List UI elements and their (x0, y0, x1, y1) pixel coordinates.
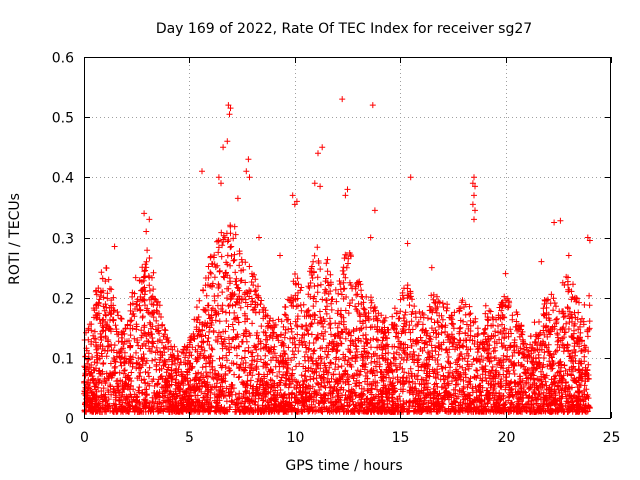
axis-ticks: 0 0.1 0.2 0.3 0.4 0.5 0.6 0 5 10 15 20 25 (52, 51, 621, 447)
y-tick-label: 0 (65, 412, 74, 428)
chart-title: Day 169 of 2022, Rate Of TEC Index for r… (156, 21, 532, 37)
x-tick-label: 5 (185, 430, 194, 446)
x-axis-label: GPS time / hours (285, 458, 402, 474)
x-tick-label: 25 (603, 430, 621, 446)
y-tick-label: 0.5 (52, 111, 74, 127)
x-tick-label: 20 (498, 430, 516, 446)
y-tick-label: 0.4 (52, 171, 74, 187)
data-points (81, 96, 593, 415)
y-tick-label: 0.3 (52, 232, 74, 248)
y-tick-label: 0.1 (52, 352, 74, 368)
y-tick-label: 0.2 (52, 292, 74, 308)
x-tick-label: 15 (392, 430, 410, 446)
roti-points (81, 96, 593, 415)
y-tick-label: 0.6 (52, 51, 74, 67)
y-axis-label: ROTI / TECUs (7, 193, 23, 285)
x-tick-label: 10 (287, 430, 305, 446)
x-tick-label: 0 (80, 430, 89, 446)
